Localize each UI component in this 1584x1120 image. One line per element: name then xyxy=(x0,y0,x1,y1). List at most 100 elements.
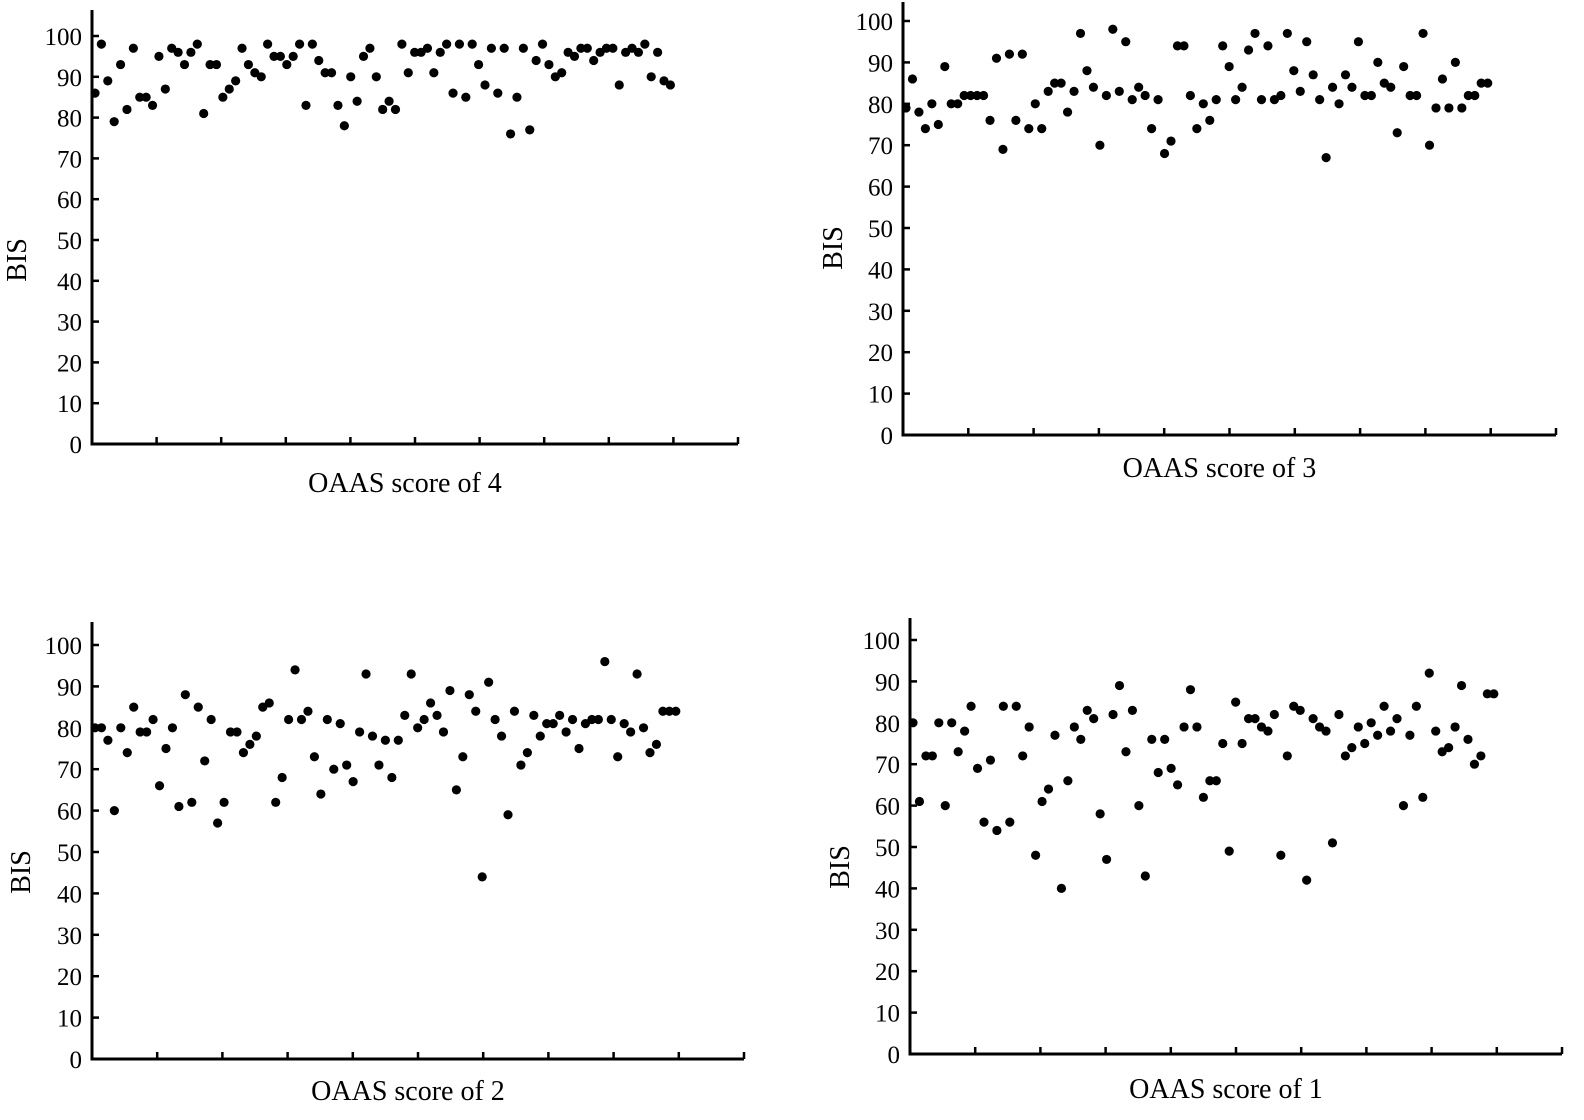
data-point xyxy=(1463,734,1473,744)
data-point xyxy=(531,55,541,66)
x-axis-label: OAAS score of 3 xyxy=(1123,453,1317,484)
data-point xyxy=(1295,705,1305,715)
data-point xyxy=(1147,734,1157,744)
data-point xyxy=(1063,776,1073,786)
data-point xyxy=(193,702,203,712)
data-point xyxy=(1185,685,1196,695)
data-point xyxy=(1166,136,1176,146)
data-point xyxy=(1347,82,1357,92)
data-point xyxy=(90,88,100,98)
data-point xyxy=(251,731,261,741)
data-point xyxy=(425,698,436,708)
data-point xyxy=(224,84,234,94)
data-point xyxy=(448,88,458,98)
y-tick-label: 0 xyxy=(70,432,83,459)
data-point xyxy=(1160,734,1170,744)
data-point xyxy=(231,76,241,86)
data-point xyxy=(129,702,139,712)
data-point xyxy=(1295,86,1305,96)
data-point xyxy=(361,669,371,679)
data-point xyxy=(432,710,442,720)
data-point xyxy=(115,59,126,70)
data-point xyxy=(966,701,976,711)
data-point xyxy=(1327,82,1338,92)
data-point xyxy=(464,690,474,700)
data-point xyxy=(128,43,138,53)
data-point xyxy=(1321,726,1331,736)
data-point xyxy=(1211,776,1221,786)
data-point xyxy=(1353,722,1363,732)
y-tick-label: 60 xyxy=(875,794,900,821)
data-point xyxy=(282,59,292,70)
y-tick-label: 30 xyxy=(57,923,82,950)
data-point xyxy=(1095,140,1105,150)
data-point xyxy=(1043,784,1054,794)
data-point xyxy=(978,90,989,101)
x-axis-label: OAAS score of 4 xyxy=(308,468,502,499)
data-point xyxy=(1308,714,1318,724)
data-point xyxy=(1127,95,1137,105)
y-tick-label: 90 xyxy=(57,65,82,92)
data-point xyxy=(354,727,365,737)
data-point xyxy=(1437,74,1448,84)
data-point xyxy=(1179,41,1189,51)
data-point xyxy=(1153,95,1163,105)
y-tick-label: 50 xyxy=(868,216,893,243)
x-axis-label: OAAS score of 2 xyxy=(311,1076,505,1107)
data-point xyxy=(142,727,152,737)
data-point xyxy=(1431,103,1441,113)
data-point xyxy=(378,104,388,115)
data-point xyxy=(484,677,494,687)
data-point xyxy=(422,43,433,53)
data-point xyxy=(548,719,558,729)
data-point xyxy=(1050,730,1060,740)
data-point xyxy=(1031,850,1041,860)
data-point xyxy=(613,752,623,762)
data-point xyxy=(927,99,937,109)
data-point xyxy=(1457,103,1467,113)
data-point xyxy=(211,59,222,70)
data-point xyxy=(290,665,300,675)
data-point xyxy=(1159,148,1170,159)
data-point xyxy=(1353,37,1364,47)
data-point xyxy=(901,103,911,113)
data-point xyxy=(1056,78,1066,88)
scatter-panel-4: 0 10 20 30 40 50 60 70 80 90 100 OAAS score of 1 BIS xyxy=(825,618,1564,1105)
data-point xyxy=(1114,86,1124,96)
data-point xyxy=(1224,846,1234,856)
data-point xyxy=(1308,70,1318,80)
data-point xyxy=(1172,780,1183,790)
data-point xyxy=(1121,747,1131,757)
data-point xyxy=(1269,709,1279,720)
data-point xyxy=(1082,66,1092,76)
data-point xyxy=(186,47,196,57)
data-point xyxy=(934,718,944,728)
data-point xyxy=(271,797,281,807)
data-point xyxy=(1050,78,1060,88)
data-point xyxy=(1069,86,1079,96)
data-point xyxy=(512,92,522,102)
data-point xyxy=(1412,90,1422,101)
data-point xyxy=(400,710,410,720)
data-point xyxy=(1418,792,1428,802)
y-tick-label: 100 xyxy=(863,628,901,655)
data-point xyxy=(1114,680,1125,691)
data-point xyxy=(1211,95,1221,105)
data-point xyxy=(1205,776,1215,786)
data-point xyxy=(471,706,481,716)
data-point xyxy=(574,743,584,754)
data-point xyxy=(920,124,930,134)
data-point xyxy=(1340,70,1351,80)
data-point xyxy=(653,47,663,57)
data-point xyxy=(499,43,509,53)
data-point xyxy=(555,710,565,720)
x-axis-label: OAAS score of 1 xyxy=(1129,1074,1323,1105)
data-point xyxy=(640,39,650,49)
data-point xyxy=(1385,726,1396,736)
data-point xyxy=(154,781,165,791)
data-point xyxy=(467,39,477,49)
data-point xyxy=(1127,705,1138,715)
data-point xyxy=(1140,90,1150,101)
data-point xyxy=(1431,726,1441,736)
